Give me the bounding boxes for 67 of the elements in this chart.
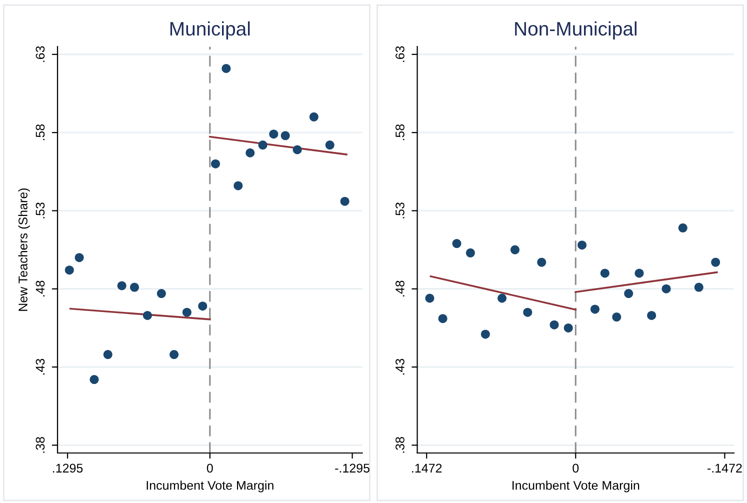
point: [325, 140, 334, 150]
point: [182, 308, 192, 317]
point: [234, 181, 243, 190]
x-tick-label: .1295: [53, 464, 83, 473]
point: [662, 284, 671, 294]
point: [624, 289, 634, 298]
point: [612, 312, 622, 322]
x-tick-label: 0: [206, 464, 213, 473]
point: [269, 130, 278, 139]
x-tick-label: -.1472: [708, 464, 742, 472]
y-tick-label: .43: [396, 358, 404, 375]
x-tick-label: -.1295: [335, 464, 370, 473]
y-tick-label: .63: [36, 46, 45, 62]
point: [340, 196, 350, 206]
point: [537, 258, 546, 267]
point: [90, 375, 99, 384]
x-tick-label: 0: [572, 464, 579, 473]
point: [156, 289, 166, 298]
point: [103, 350, 112, 360]
y-tick-label: .48: [36, 280, 45, 296]
point: [466, 248, 475, 258]
point: [211, 159, 220, 168]
point: [510, 245, 520, 254]
y-tick-label: .38: [36, 437, 45, 453]
x-tick-label: .1472: [412, 464, 442, 472]
point: [117, 281, 126, 290]
y-tick-label: .38: [396, 437, 404, 453]
x-axis-title: Incumbent Vote Margin: [512, 480, 640, 492]
y-tick-label: .53: [396, 202, 404, 218]
chart-title: Municipal: [170, 21, 250, 40]
point: [74, 253, 84, 262]
point: [64, 266, 74, 275]
chart-title: Non-Municipal: [515, 21, 636, 40]
point: [678, 223, 688, 232]
point: [438, 314, 448, 324]
point: [590, 304, 600, 314]
y-tick-label: .58: [36, 124, 45, 140]
x-axis-title: Incumbent Vote Margin: [146, 480, 274, 492]
point: [246, 148, 255, 158]
point: [292, 145, 302, 154]
point: [564, 323, 573, 332]
y-tick-label: .58: [396, 124, 404, 140]
point: [480, 330, 490, 339]
y-tick-label: .63: [396, 46, 404, 62]
point: [198, 302, 208, 311]
point: [170, 350, 179, 360]
y-tick-label: .48: [396, 280, 404, 296]
point: [647, 310, 656, 320]
point: [280, 131, 290, 140]
y-tick-label: .43: [36, 358, 45, 375]
point: [130, 282, 139, 292]
point: [309, 112, 318, 122]
point: [142, 310, 152, 320]
point: [222, 64, 231, 73]
y-axis-title: New Teachers (Share): [18, 188, 30, 311]
point: [711, 258, 720, 267]
point: [258, 140, 268, 150]
point: [634, 268, 644, 278]
point: [694, 282, 704, 292]
point: [550, 320, 559, 330]
y-tick-label: .53: [36, 202, 45, 218]
point: [600, 268, 610, 278]
point: [578, 240, 587, 250]
point: [498, 294, 507, 303]
point: [425, 294, 434, 303]
point: [523, 308, 532, 317]
point: [452, 239, 462, 248]
